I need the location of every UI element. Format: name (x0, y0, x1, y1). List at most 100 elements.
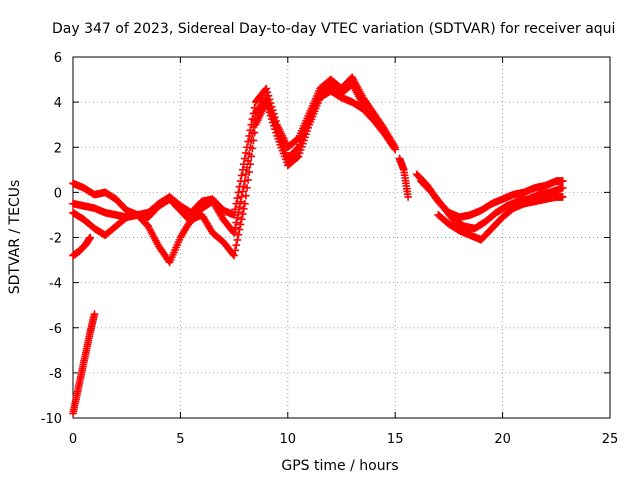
series-track-2 (69, 87, 399, 267)
data-point (271, 119, 279, 127)
data-point (232, 199, 241, 208)
data-point (90, 310, 99, 319)
data-point (239, 160, 248, 168)
data-point (250, 116, 259, 124)
data-point (236, 198, 245, 206)
data-point (267, 109, 276, 118)
x-tick-label: 20 (494, 432, 511, 447)
data-point (235, 225, 244, 234)
data-point (281, 148, 290, 157)
data-point (234, 208, 243, 217)
data-marks (69, 73, 567, 418)
data-point (244, 137, 252, 146)
data-point (239, 182, 248, 191)
data-point (275, 131, 284, 139)
y-tick-label: -8 (49, 367, 62, 382)
data-point (244, 176, 252, 184)
data-point (262, 93, 271, 102)
data-point (277, 137, 286, 145)
x-tick-label: 10 (280, 432, 297, 447)
data-point (272, 122, 280, 130)
data-point (391, 145, 399, 154)
x-tick-label: 0 (69, 432, 77, 447)
data-point (280, 145, 289, 154)
data-point (266, 106, 275, 115)
data-point (233, 194, 242, 202)
data-point (558, 193, 567, 201)
grid (73, 57, 610, 418)
data-point (558, 177, 567, 185)
series-track-6 (434, 193, 567, 244)
data-point (263, 88, 272, 96)
y-tick-label: 6 (54, 51, 62, 66)
data-point (238, 166, 247, 174)
x-tick-label: 25 (602, 432, 619, 447)
data-point (237, 171, 246, 180)
data-point (86, 233, 94, 242)
data-point (231, 246, 239, 255)
data-point (248, 129, 257, 138)
data-point (231, 205, 239, 214)
data-point (270, 115, 278, 124)
series-track-9 (395, 154, 412, 201)
data-point (369, 114, 378, 122)
data-point (234, 188, 243, 197)
data-point (239, 205, 248, 213)
data-point (237, 192, 246, 201)
x-axis-label: GPS time / hours (281, 458, 398, 474)
data-point (238, 210, 247, 218)
data-point (263, 96, 272, 105)
data-point (234, 230, 243, 239)
data-point (278, 140, 287, 148)
data-point (238, 187, 247, 196)
axis-ticks: 0 5 10 15 20 25 -10 -8 -6 -4 -2 0 2 4 6 (41, 51, 619, 447)
y-tick-label: 4 (54, 96, 62, 111)
data-point (233, 213, 242, 222)
data-point (276, 134, 285, 142)
data-point (230, 229, 238, 237)
data-point (295, 149, 304, 157)
y-tick-label: -4 (49, 277, 62, 292)
data-point (294, 152, 303, 161)
series-track-8 (69, 233, 94, 260)
chart-title: Day 347 of 2023, Sidereal Day-to-day VTE… (52, 21, 615, 37)
data-point (558, 184, 567, 192)
data-point (268, 112, 277, 121)
data-point (404, 193, 412, 201)
data-point (273, 125, 281, 133)
data-point (274, 128, 282, 136)
series-track-5 (417, 177, 567, 233)
data-point (249, 123, 258, 131)
y-tick-label: 0 (54, 186, 62, 201)
x-tick-label: 5 (176, 432, 184, 447)
data-point (293, 144, 302, 153)
data-point (237, 215, 246, 224)
series-track-1 (69, 73, 399, 219)
data-point (262, 84, 271, 93)
y-tick-label: -2 (49, 232, 62, 247)
data-point (236, 220, 245, 229)
data-point (235, 203, 244, 211)
data-point (232, 241, 241, 249)
data-point (265, 103, 274, 111)
data-point (243, 163, 251, 172)
data-point (230, 251, 238, 260)
y-tick-label: -10 (41, 412, 62, 427)
y-tick-label: 2 (54, 141, 62, 156)
data-point (241, 199, 249, 208)
data-point (247, 136, 256, 145)
data-point (245, 150, 253, 158)
data-point (242, 149, 250, 157)
y-tick-label: -6 (49, 322, 62, 337)
x-tick-label: 15 (387, 432, 404, 447)
data-point (242, 191, 250, 200)
data-point (242, 170, 250, 179)
series-track-3 (69, 80, 378, 240)
data-point (244, 156, 252, 165)
data-point (279, 142, 288, 151)
series-track-7 (69, 310, 99, 418)
data-point (246, 143, 255, 152)
data-point (231, 223, 239, 232)
data-point (232, 218, 241, 227)
